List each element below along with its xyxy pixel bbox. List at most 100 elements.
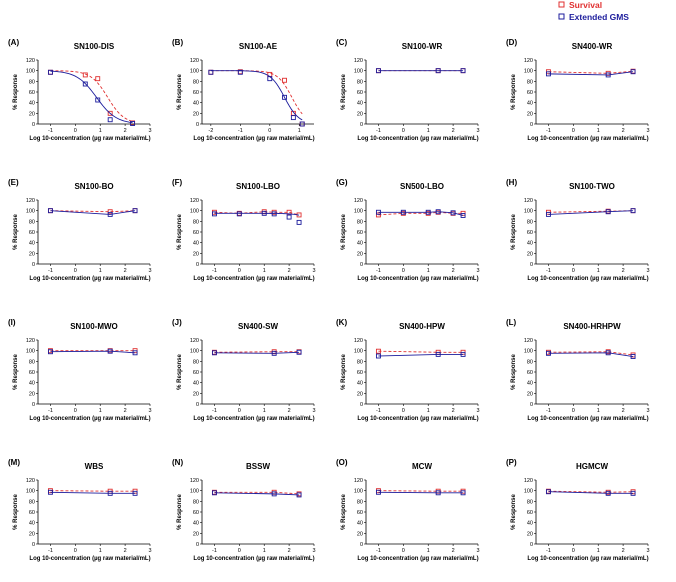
x-tick-label: 2 — [124, 268, 127, 274]
y-tick-label: 20 — [357, 531, 363, 537]
y-tick-label: 60 — [29, 370, 35, 376]
data-point-survival — [82, 72, 88, 78]
x-tick-label: 3 — [148, 548, 151, 554]
data-point-extended-gms — [107, 490, 113, 496]
y-tick-label: 20 — [357, 391, 363, 397]
data-point-extended-gms — [375, 209, 381, 215]
y-tick-label: 80 — [193, 219, 199, 225]
y-axis-title: % Response — [511, 494, 517, 530]
y-tick-label: 100 — [524, 69, 533, 75]
y-tick-label: 100 — [524, 209, 533, 215]
panel-title: SN500-LBO — [400, 182, 444, 191]
x-tick-label: 0 — [74, 408, 77, 414]
panel-label: (I) — [8, 318, 16, 327]
panel-i: (I) SN100-MWO 0 20 40 60 80 100 120 -1 0 1 2 3 Log 10-… — [8, 318, 152, 422]
data-point-extended-gms — [47, 69, 53, 75]
y-tick-label: 20 — [193, 391, 199, 397]
y-tick-label: 120 — [524, 58, 533, 64]
y-axis-title: % Response — [177, 74, 183, 110]
x-tick-label: 0 — [74, 128, 77, 134]
x-tick-label: 1 — [597, 548, 600, 554]
x-tick-label: 0 — [572, 548, 575, 554]
y-tick-label: 60 — [357, 370, 363, 376]
y-tick-label: 40 — [193, 241, 199, 247]
y-tick-label: 80 — [29, 79, 35, 85]
data-point-survival — [95, 76, 101, 82]
x-tick-label: 1 — [263, 268, 266, 274]
series-line-extended-gms — [50, 70, 133, 124]
x-tick-label: 0 — [238, 268, 241, 274]
x-tick-label: -1 — [546, 548, 551, 554]
y-tick-label: 80 — [29, 219, 35, 225]
x-tick-label: 1 — [99, 408, 102, 414]
panel-j: (J) SN400-SW 0 20 40 60 80 100 120 -1 0 1 2 3 Log 10-c… — [172, 318, 316, 422]
panel-label: (A) — [8, 38, 19, 47]
x-tick-label: 3 — [476, 128, 479, 134]
y-tick-label: 0 — [360, 542, 363, 548]
x-tick-label: 3 — [312, 548, 315, 554]
panel-k: (K) SN400-HPW 0 20 40 60 80 100 120 -1 0 1 2 3 Log 10-… — [336, 318, 480, 422]
panel-title: SN100-TWO — [569, 182, 615, 191]
data-point-extended-gms — [460, 351, 466, 357]
panel-title: SN400-HPW — [399, 322, 445, 331]
data-point-extended-gms — [450, 210, 456, 216]
data-point-extended-gms — [296, 219, 302, 225]
panel-title: SN100-LBO — [236, 182, 280, 191]
y-tick-label: 120 — [26, 478, 35, 484]
panel-o: (O) MCW 0 20 40 60 80 100 120 -1 0 1 2 3 Log 10-concen… — [336, 458, 480, 562]
data-point-extended-gms — [375, 489, 381, 495]
y-tick-label: 100 — [190, 349, 199, 355]
series-line-survival — [214, 351, 300, 353]
y-tick-label: 40 — [357, 101, 363, 107]
y-tick-label: 120 — [190, 338, 199, 344]
y-tick-label: 100 — [26, 489, 35, 495]
series-line-survival — [50, 490, 136, 492]
x-axis-title: Log 10-concentration (µg raw material/mL… — [357, 276, 478, 282]
y-tick-label: 120 — [26, 198, 35, 204]
x-tick-label: 3 — [312, 408, 315, 414]
panel-d: (D) SN400-WR 0 20 40 60 80 100 120 -1 0 1 2 3 Log 10-c… — [506, 38, 650, 142]
series-line-survival — [210, 70, 303, 115]
x-tick-label: 2 — [124, 408, 127, 414]
y-tick-label: 20 — [29, 531, 35, 537]
series-line-extended-gms — [548, 210, 634, 215]
data-point-extended-gms — [282, 94, 287, 100]
data-point-extended-gms — [47, 208, 53, 214]
data-point-extended-gms — [460, 490, 466, 496]
x-tick-label: 3 — [148, 128, 151, 134]
panel-label: (M) — [8, 458, 20, 467]
y-tick-label: 120 — [354, 198, 363, 204]
data-point-extended-gms — [236, 211, 242, 217]
y-tick-label: 80 — [193, 359, 199, 365]
y-tick-label: 0 — [32, 542, 35, 548]
x-tick-label: -1 — [212, 268, 217, 274]
data-point-extended-gms — [47, 489, 53, 495]
panel-label: (G) — [336, 178, 348, 187]
panel-label: (J) — [172, 318, 182, 327]
data-point-extended-gms — [400, 209, 406, 215]
y-tick-label: 60 — [29, 90, 35, 96]
legend: Survival Extended GMS — [558, 0, 629, 22]
y-tick-label: 100 — [524, 489, 533, 495]
panel-n: (N) BSSW 0 20 40 60 80 100 120 -1 0 1 2 3 Log 10-conce… — [172, 458, 316, 562]
y-tick-label: 20 — [357, 251, 363, 257]
data-point-extended-gms — [132, 490, 138, 496]
y-tick-label: 100 — [26, 209, 35, 215]
data-point-extended-gms — [605, 209, 611, 215]
y-tick-label: 80 — [527, 219, 533, 225]
x-axis-title: Log 10-concentration (µg raw material/mL… — [527, 556, 648, 562]
y-tick-label: 80 — [357, 79, 363, 85]
panel-label: (O) — [336, 458, 348, 467]
data-point-extended-gms — [630, 354, 636, 359]
legend-marker-survival — [558, 1, 565, 8]
data-point-extended-gms — [435, 209, 441, 215]
y-tick-label: 60 — [193, 510, 199, 516]
y-tick-label: 20 — [357, 111, 363, 117]
data-point-extended-gms — [286, 214, 292, 220]
legend-label-extended-gms: Extended GMS — [569, 12, 629, 22]
y-tick-label: 0 — [360, 122, 363, 128]
y-tick-label: 100 — [354, 209, 363, 215]
series-line-survival — [50, 210, 136, 213]
x-tick-label: 2 — [452, 268, 455, 274]
